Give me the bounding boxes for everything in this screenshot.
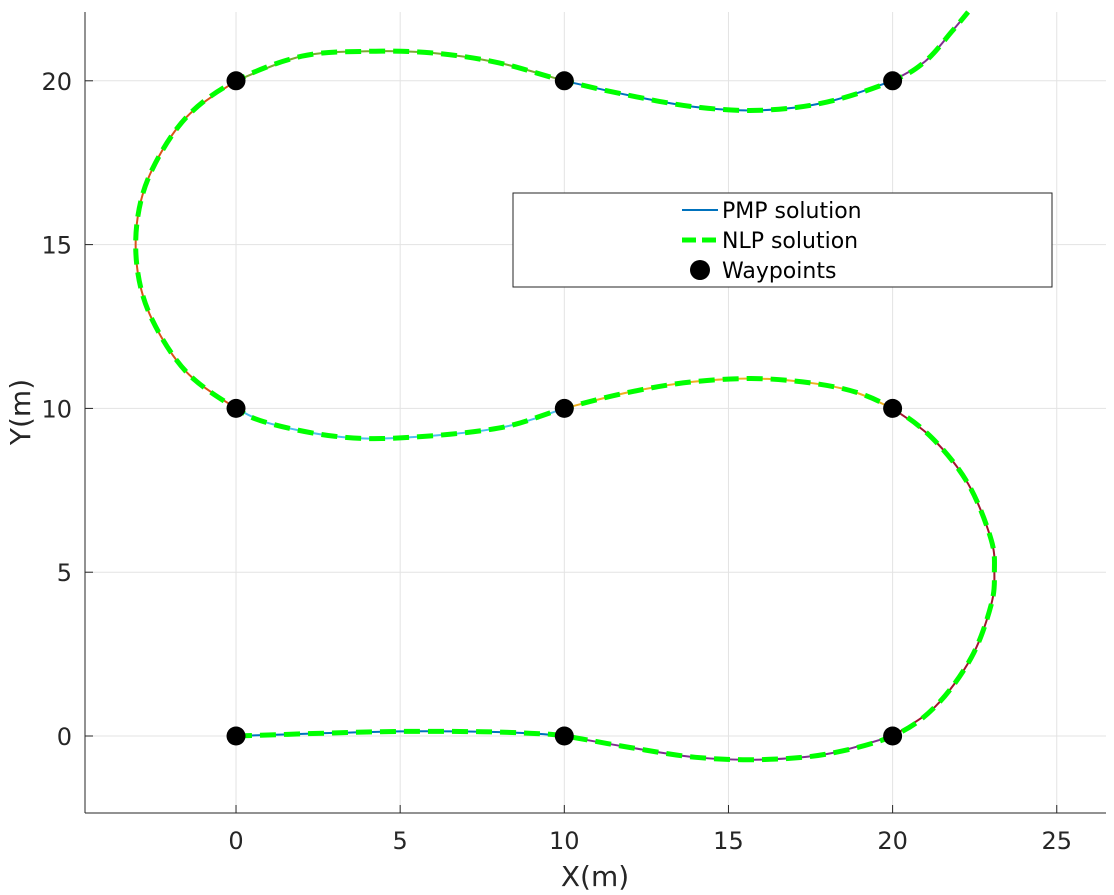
waypoint-marker (226, 726, 246, 746)
x-tick-label: 0 (228, 827, 243, 855)
x-tick-label: 15 (713, 827, 744, 855)
waypoint-marker (554, 71, 574, 91)
tick-labels: 0 5 10 15 20 25 0 5 10 15 20 (41, 68, 1072, 855)
y-tick-label: 10 (41, 395, 72, 423)
legend: PMP solution NLP solution Waypoints (512, 192, 1053, 288)
x-tick-label: 10 (549, 827, 580, 855)
waypoint-marker (883, 726, 903, 746)
y-tick-label: 5 (57, 559, 72, 587)
waypoint-marker (554, 398, 574, 418)
y-tick-label: 20 (41, 68, 72, 96)
y-tick-label: 15 (41, 232, 72, 260)
legend-nlp-label: NLP solution (722, 229, 858, 254)
x-tick-label: 5 (393, 827, 408, 855)
y-axis-title: Y(m) (4, 379, 37, 446)
legend-box (512, 192, 1053, 288)
waypoint-marker (554, 726, 574, 746)
x-tick-label: 20 (877, 827, 908, 855)
legend-waypoint-marker (690, 260, 710, 280)
x-axis-title: X(m) (561, 860, 629, 893)
x-tick-label: 25 (1041, 827, 1072, 855)
y-tick-label: 0 (57, 723, 72, 751)
waypoints-series (226, 71, 903, 746)
waypoint-marker (226, 71, 246, 91)
plot-background (85, 12, 1106, 813)
waypoint-marker (226, 398, 246, 418)
legend-waypoints-label: Waypoints (722, 259, 836, 284)
axes (84, 12, 1106, 814)
legend-pmp-label: PMP solution (722, 199, 862, 224)
waypoint-marker (883, 398, 903, 418)
waypoint-marker (883, 71, 903, 91)
